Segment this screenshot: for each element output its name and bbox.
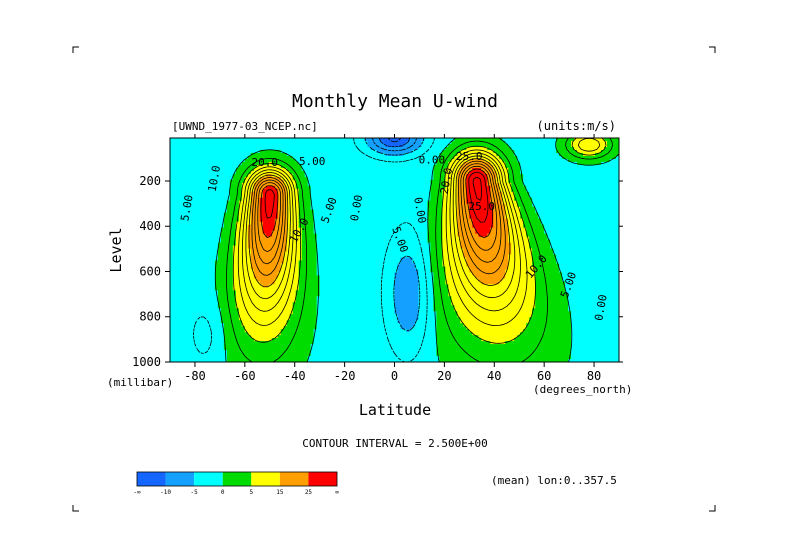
y-axis-label: Level [107, 227, 125, 272]
colorbar-swatch [165, 472, 195, 486]
contour-label: 0.00 [411, 196, 428, 224]
colorbar: -∞ -10 -5 0 5 15 25 ∞ [133, 471, 339, 496]
colorbar-swatch [251, 472, 280, 486]
contour-label: 5.00 [299, 155, 326, 168]
contour-line [226, 138, 613, 362]
colorbar-label: -10 [160, 489, 171, 496]
contour-label: 0.00 [419, 154, 446, 167]
mean-label: (mean) lon:0..357.5 [491, 474, 617, 487]
corner-marks [72, 46, 716, 512]
colorbar-swatch [308, 472, 337, 486]
contour-line [257, 165, 498, 253]
contour-line [232, 138, 607, 344]
colorbar-swatch [222, 472, 252, 486]
x-axis-label: Latitude [359, 401, 431, 419]
units-label: (units:m/s) [537, 119, 616, 133]
x-tick-label: -60 [234, 369, 256, 383]
contour-line [193, 138, 435, 362]
contour-interval: CONTOUR INTERVAL = 2.500E+00 [302, 437, 487, 450]
contour-label: 20.0 [252, 156, 279, 169]
contour-line [260, 168, 493, 239]
colorbar-swatch [279, 472, 309, 486]
x-tick-label: 40 [487, 369, 501, 383]
x-axis-units: (degrees_north) [533, 383, 632, 396]
dataset-label: [UWND_1977-03_NCEP.nc] [172, 120, 318, 133]
contour-line [472, 176, 482, 201]
x-tick-label: -80 [184, 369, 206, 383]
contour-line [248, 158, 511, 288]
x-tick-label: 0 [391, 369, 398, 383]
contour-line [245, 155, 516, 299]
contour-label: 5.00 [178, 194, 195, 222]
contour-label: 10.0 [206, 164, 223, 192]
contour-fill [170, 138, 619, 362]
contour-label: 25.0 [469, 200, 496, 213]
colorbar-swatch [194, 472, 223, 486]
x-tick-label: 80 [587, 369, 601, 383]
y-axis-ticks: 200 400 600 800 1000 [132, 174, 623, 369]
y-tick-label: 600 [139, 264, 161, 278]
y-tick-label: 200 [139, 174, 161, 188]
contour-line [364, 138, 425, 331]
x-axis-ticks: -80 -60 -40 -20 0 20 40 60 80 [184, 134, 601, 383]
colorbar-label: -5 [191, 489, 199, 496]
plot-area [170, 138, 619, 362]
contour-line [264, 171, 489, 223]
x-tick-label: 20 [437, 369, 451, 383]
contour-line [251, 160, 506, 276]
contour-line [372, 138, 417, 152]
y-tick-label: 400 [139, 219, 161, 233]
contour-label: 0.00 [592, 293, 609, 321]
colorbar-label: 5 [249, 489, 253, 496]
contour-line [241, 152, 521, 312]
colorbar-frame [136, 471, 338, 487]
contour-label: 25.0 [456, 150, 483, 163]
colorbar-label: 0 [221, 489, 225, 496]
contour-line [254, 163, 502, 265]
contour-line [237, 138, 601, 326]
colorbar-label: 25 [305, 489, 313, 496]
contour-label: 0.00 [348, 194, 365, 222]
colorbar-label: -∞ [133, 489, 141, 496]
contour-label: 20.0 [438, 167, 455, 195]
colorbar-label: 15 [276, 489, 284, 496]
y-tick-label: 800 [139, 310, 161, 324]
colorbar-swatch [137, 472, 166, 486]
y-axis-units: (millibar) [107, 376, 173, 389]
colorbar-label: ∞ [335, 489, 339, 496]
contour-line [387, 138, 402, 143]
y-tick-label: 1000 [132, 355, 161, 369]
x-tick-label: 60 [537, 369, 551, 383]
contour-lines [193, 138, 619, 362]
x-tick-label: -20 [334, 369, 356, 383]
x-tick-label: -40 [284, 369, 306, 383]
chart-title: Monthly Mean U-wind [292, 91, 498, 112]
